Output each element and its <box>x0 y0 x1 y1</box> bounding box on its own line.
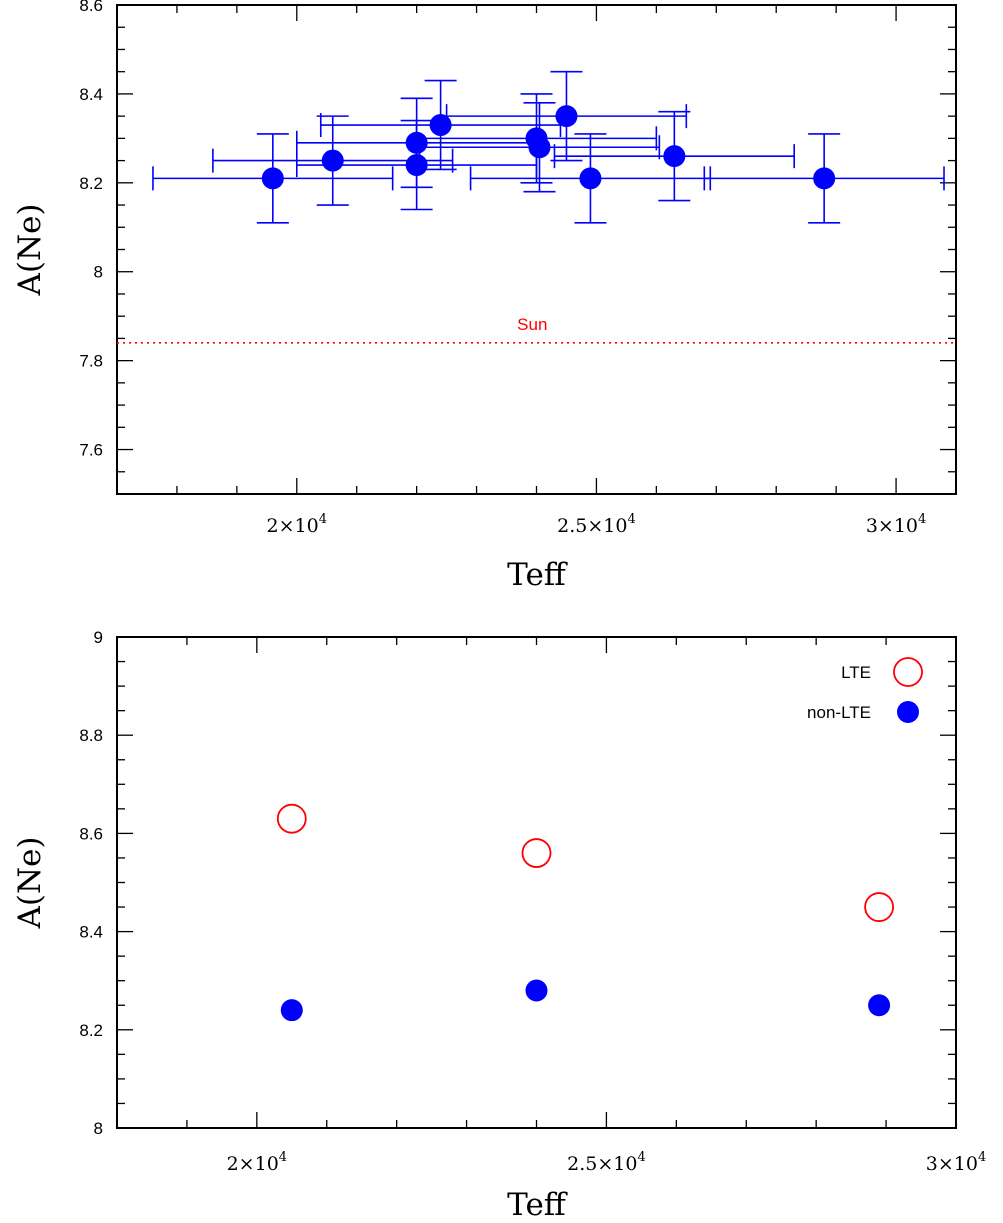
data-point <box>528 136 551 159</box>
x-axis-label: Teff <box>507 1187 568 1223</box>
data-point <box>321 149 344 172</box>
legend-marker-lte <box>893 657 923 687</box>
data-point <box>429 114 452 137</box>
legend-label-non-lte: non-LTE <box>807 703 871 722</box>
y-tick-label: 8 <box>94 263 103 282</box>
x-tick-label: 3×104 <box>926 1150 986 1175</box>
y-tick-label: 8.8 <box>79 726 103 745</box>
y-tick-label: 7.6 <box>79 441 103 460</box>
y-tick-label: 9 <box>94 628 103 647</box>
x-tick-label: 2×104 <box>227 1150 287 1175</box>
x-tick-label: 2.5×104 <box>567 1150 646 1175</box>
x-tick-label: 3×104 <box>866 512 926 537</box>
y-tick-label: 8.4 <box>79 85 103 104</box>
lte-point <box>521 838 552 868</box>
x-axis-label: Teff <box>507 557 568 593</box>
x-tick-label: 2.5×104 <box>557 512 636 537</box>
y-axis-label: A(Ne) <box>12 836 48 929</box>
y-tick-label: 8 <box>94 1119 103 1138</box>
x-tick-label: 2×104 <box>267 512 327 537</box>
plot-frame <box>116 4 957 495</box>
lte-point <box>276 803 307 834</box>
data-point <box>261 167 284 190</box>
y-tick-label: 8.6 <box>79 0 103 15</box>
legend-label-lte: LTE <box>841 663 871 682</box>
non-lte-point <box>525 979 548 1002</box>
non-lte-point <box>868 994 891 1017</box>
y-tick-label: 8.4 <box>79 923 103 942</box>
lte-point <box>864 892 894 922</box>
y-tick-label: 7.8 <box>79 352 103 371</box>
bottom-panel: 8 8.2 8.4 8.6 8.8 9 2×104 2.5×104 3×104 Teff A(Ne)… <box>12 628 986 1223</box>
non-lte-point <box>280 999 303 1022</box>
data-point <box>555 105 578 128</box>
sun-label: Sun <box>517 315 547 334</box>
y-axis-label: A(Ne) <box>12 203 48 296</box>
data-point <box>405 154 428 177</box>
data-point <box>813 167 836 190</box>
y-tick-label: 8.6 <box>79 824 103 843</box>
y-tick-label: 8.2 <box>79 1021 103 1040</box>
top-panel: 7.6 7.8 8 8.2 8.4 8.6 2×104 2.5×104 3×104 Teff A(N… <box>12 0 957 593</box>
y-tick-label: 8.2 <box>79 174 103 193</box>
legend-marker-non-lte <box>897 701 919 723</box>
data-point <box>663 145 686 168</box>
data-point <box>579 167 602 190</box>
